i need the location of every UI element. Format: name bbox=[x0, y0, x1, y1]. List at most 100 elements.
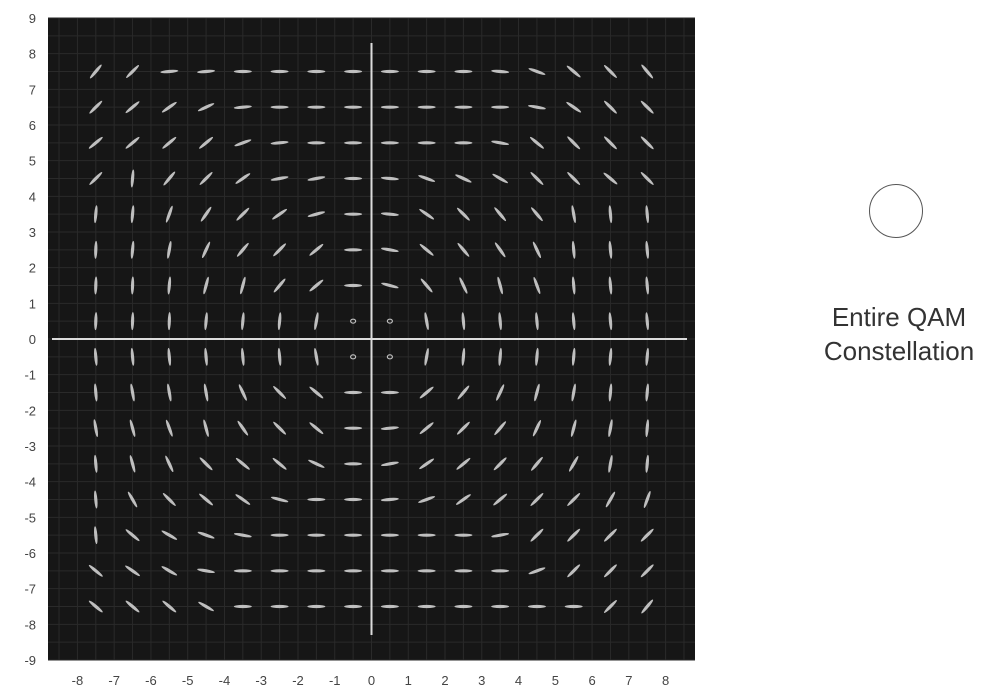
constellation-point bbox=[277, 312, 282, 331]
constellation-point bbox=[491, 140, 510, 146]
constellation-point bbox=[496, 384, 505, 401]
constellation-point bbox=[417, 569, 436, 573]
constellation-point bbox=[567, 172, 581, 185]
constellation-point bbox=[270, 533, 289, 537]
constellation-point bbox=[531, 207, 543, 222]
y-tick-label: 0 bbox=[29, 332, 36, 347]
constellation-point bbox=[491, 69, 510, 74]
constellation-point bbox=[344, 212, 363, 216]
constellation-point bbox=[270, 569, 289, 573]
constellation-point bbox=[380, 533, 399, 537]
constellation-point bbox=[307, 497, 326, 502]
constellation-point bbox=[419, 422, 434, 435]
constellation-point bbox=[238, 384, 247, 401]
constellation-point bbox=[161, 530, 178, 540]
constellation-point bbox=[309, 422, 324, 435]
constellation-point bbox=[126, 65, 140, 78]
constellation-point bbox=[344, 105, 363, 109]
constellation-point bbox=[94, 205, 98, 224]
constellation-point bbox=[603, 528, 617, 542]
x-tick-label: 3 bbox=[478, 673, 485, 688]
constellation-point bbox=[603, 100, 617, 114]
constellation-point bbox=[605, 491, 616, 508]
constellation-point bbox=[130, 276, 135, 295]
constellation-point bbox=[235, 494, 251, 505]
constellation-point bbox=[529, 136, 544, 149]
constellation-point bbox=[418, 496, 436, 503]
constellation-point bbox=[457, 385, 470, 400]
y-tick-label: -2 bbox=[24, 403, 36, 418]
constellation-point bbox=[454, 569, 473, 573]
constellation-point bbox=[344, 69, 363, 74]
constellation-point bbox=[608, 276, 613, 295]
constellation-point bbox=[530, 172, 544, 185]
constellation-point bbox=[94, 454, 98, 473]
constellation-point bbox=[344, 604, 363, 609]
constellation-point bbox=[236, 207, 250, 221]
y-tick-label: 4 bbox=[29, 189, 36, 204]
constellation-point bbox=[608, 454, 613, 473]
x-tick-label: 1 bbox=[405, 673, 412, 688]
constellation-point bbox=[88, 136, 103, 149]
constellation-point bbox=[455, 174, 472, 183]
constellation-point bbox=[380, 69, 399, 74]
y-tick-label: -9 bbox=[24, 653, 36, 668]
constellation-point bbox=[380, 497, 399, 502]
constellation-point bbox=[240, 276, 246, 295]
x-tick-label: -4 bbox=[219, 673, 231, 688]
constellation-point bbox=[419, 386, 434, 399]
constellation-point bbox=[491, 604, 510, 609]
constellation-point bbox=[386, 318, 393, 324]
constellation-point bbox=[235, 173, 251, 184]
constellation-point bbox=[270, 105, 289, 109]
y-tick-label: -7 bbox=[24, 582, 36, 597]
constellation-point bbox=[380, 426, 399, 430]
constellation-point bbox=[161, 566, 178, 576]
constellation-point bbox=[270, 496, 289, 503]
x-tick-label: -3 bbox=[255, 673, 267, 688]
constellation-point bbox=[160, 69, 179, 74]
constellation-point bbox=[129, 419, 136, 437]
constellation-point bbox=[307, 69, 326, 74]
constellation-point bbox=[493, 493, 508, 506]
constellation-point bbox=[497, 276, 503, 295]
constellation-point bbox=[197, 103, 215, 112]
constellation-point bbox=[530, 493, 544, 506]
constellation-point bbox=[94, 240, 98, 259]
constellation-point bbox=[199, 457, 213, 471]
constellation-point bbox=[94, 276, 98, 295]
constellation-point bbox=[203, 383, 209, 402]
constellation-point bbox=[417, 69, 436, 74]
constellation-point bbox=[419, 458, 435, 470]
constellation-point bbox=[566, 101, 582, 113]
constellation-point bbox=[199, 172, 213, 185]
constellation-point bbox=[386, 354, 393, 360]
constellation-point bbox=[125, 529, 140, 542]
x-tick-label: 7 bbox=[625, 673, 632, 688]
constellation-point bbox=[528, 68, 546, 75]
constellation-point bbox=[130, 169, 135, 188]
constellation-point bbox=[89, 100, 103, 114]
constellation-point bbox=[494, 242, 506, 258]
constellation-point bbox=[307, 211, 326, 217]
constellation-point bbox=[94, 490, 98, 509]
tick-labels: 9 8 7 6 5 4 3 2 1 0 -1 -2 -3 -4 -5 -6 -7 -8 -9 -8 -7 -6 -5 -4 -3… bbox=[24, 11, 669, 688]
constellation-point bbox=[417, 533, 436, 537]
y-tick-label: 2 bbox=[29, 261, 36, 276]
constellation-point bbox=[418, 175, 436, 182]
constellation-point bbox=[640, 564, 654, 578]
constellation-point bbox=[491, 105, 510, 109]
constellation-points bbox=[88, 64, 654, 614]
y-tick-label: -6 bbox=[24, 546, 36, 561]
constellation-point bbox=[344, 533, 363, 537]
constellation-point bbox=[533, 277, 541, 294]
constellation-point bbox=[273, 243, 287, 257]
constellation-point bbox=[94, 383, 98, 402]
constellation-point bbox=[608, 205, 613, 224]
constellation-point bbox=[535, 312, 539, 331]
constellation-point bbox=[570, 419, 577, 437]
constellation-point bbox=[200, 206, 212, 222]
constellation-point bbox=[241, 312, 245, 331]
constellation-point bbox=[130, 205, 135, 224]
constellation-point bbox=[162, 136, 177, 149]
